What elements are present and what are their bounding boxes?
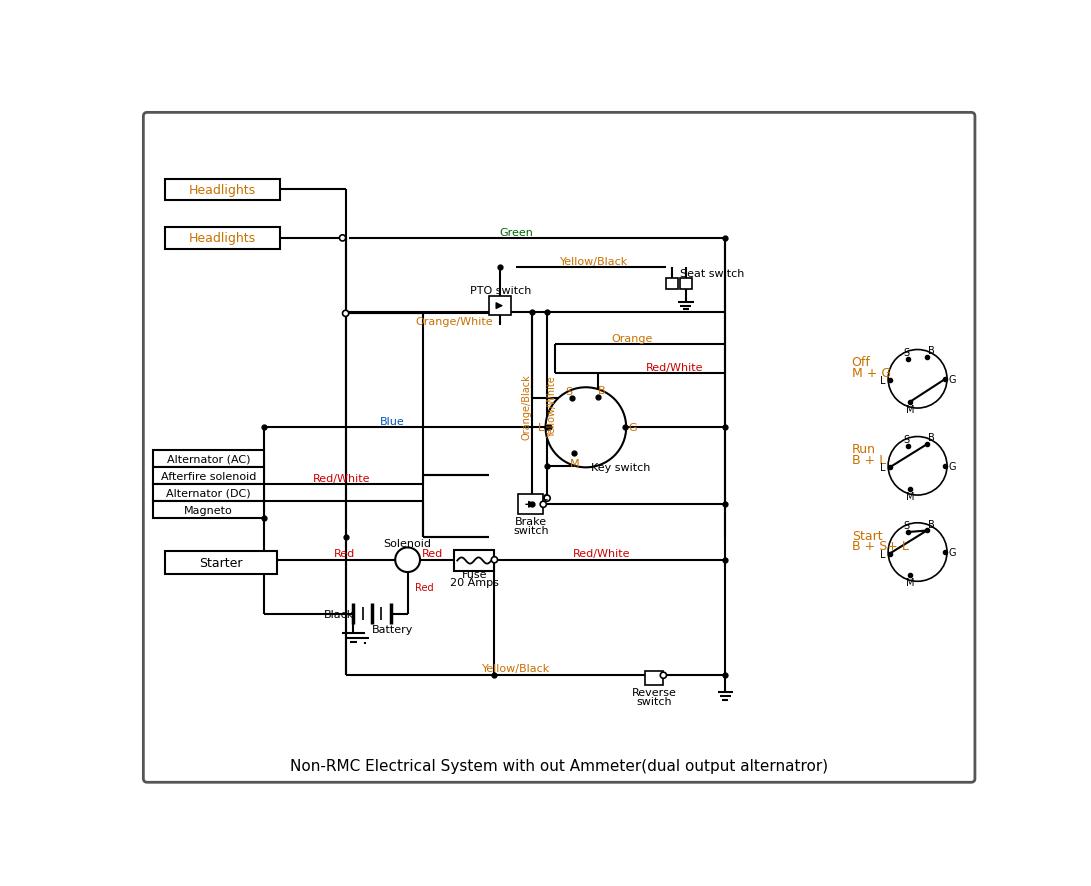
Text: Red: Red [334,548,355,558]
Bar [489,297,511,315]
Text: B: B [598,385,606,395]
Text: G: G [949,548,956,557]
Text: G: G [628,423,637,433]
Text: S: S [565,386,573,397]
Text: Orange/Black: Orange/Black [521,373,532,439]
Text: Headlights: Headlights [189,232,256,245]
Text: switch: switch [513,525,549,535]
Text: M: M [906,491,914,501]
Text: Headlights: Headlights [189,183,256,197]
FancyBboxPatch shape [143,113,975,782]
Text: Key switch: Key switch [591,462,650,473]
Text: Orange: Orange [612,334,654,344]
Circle shape [395,548,420,572]
Circle shape [888,350,947,408]
Text: Non-RMC Electrical System with out Ammeter(dual output alternatror): Non-RMC Electrical System with out Ammet… [290,758,828,773]
Text: Blue: Blue [380,416,405,427]
Circle shape [888,524,947,581]
Text: B: B [928,519,935,529]
Text: Red/White: Red/White [646,363,704,373]
Text: S: S [903,520,910,531]
Bar [666,278,679,290]
Text: Fuse: Fuse [461,569,487,579]
Circle shape [888,437,947,495]
Text: Black: Black [324,609,355,619]
Circle shape [546,388,626,468]
Text: M: M [570,458,579,468]
Text: Red/White: Red/White [313,474,371,484]
Text: G: G [949,375,956,385]
Text: L: L [880,549,886,559]
Bar [154,485,264,501]
Bar [680,278,692,290]
Bar [165,551,277,574]
Text: Start: Start [852,529,883,542]
Text: Red: Red [416,582,434,592]
Bar [154,501,264,518]
Text: Brake: Brake [515,517,547,526]
Text: M + G: M + G [852,367,891,380]
Text: Orange/White: Orange/White [416,316,493,327]
Text: Solenoid: Solenoid [384,538,432,548]
Circle shape [540,501,547,508]
Bar [645,672,663,686]
Text: Reverse: Reverse [632,688,676,697]
Text: Yellow/Black: Yellow/Black [482,664,550,673]
Text: M: M [906,578,914,587]
Text: Magneto: Magneto [184,505,232,515]
Text: B + L: B + L [852,454,886,467]
Text: Starter: Starter [199,556,242,569]
Text: Off: Off [852,356,871,369]
Text: PTO switch: PTO switch [470,286,531,296]
Text: Alternator (DC): Alternator (DC) [166,488,251,498]
Text: c: c [542,491,548,501]
Text: Alternator (AC): Alternator (AC) [167,455,250,464]
Bar [154,451,264,468]
Text: B: B [928,433,935,443]
Bar [165,179,279,201]
Text: Yellow/White: Yellow/White [547,376,556,437]
Text: Afterfire solenoid: Afterfire solenoid [160,471,256,481]
Circle shape [660,672,667,679]
Bar [518,494,543,515]
Circle shape [339,236,346,242]
Text: Green: Green [500,229,533,238]
Text: S: S [903,434,910,445]
Text: M: M [906,404,914,415]
Text: B: B [928,346,935,356]
Text: 20 Amps: 20 Amps [449,578,499,587]
Text: Red: Red [422,548,443,558]
Text: L: L [880,462,886,473]
Text: Red/White: Red/White [573,548,631,558]
Bar [454,550,494,571]
Text: L: L [538,423,544,433]
Bar [165,228,279,249]
Text: switch: switch [636,696,672,706]
Text: Battery: Battery [371,625,412,634]
Text: Run: Run [852,443,876,455]
Circle shape [491,557,497,563]
Text: S: S [903,347,910,357]
Bar [154,468,264,485]
Text: G: G [949,462,956,471]
Text: Seat switch: Seat switch [680,268,744,278]
Circle shape [544,495,550,501]
Text: B + S+ L: B + S+ L [852,540,909,553]
Text: Yellow/Black: Yellow/Black [560,257,627,267]
Circle shape [343,311,349,317]
Text: L: L [880,376,886,386]
